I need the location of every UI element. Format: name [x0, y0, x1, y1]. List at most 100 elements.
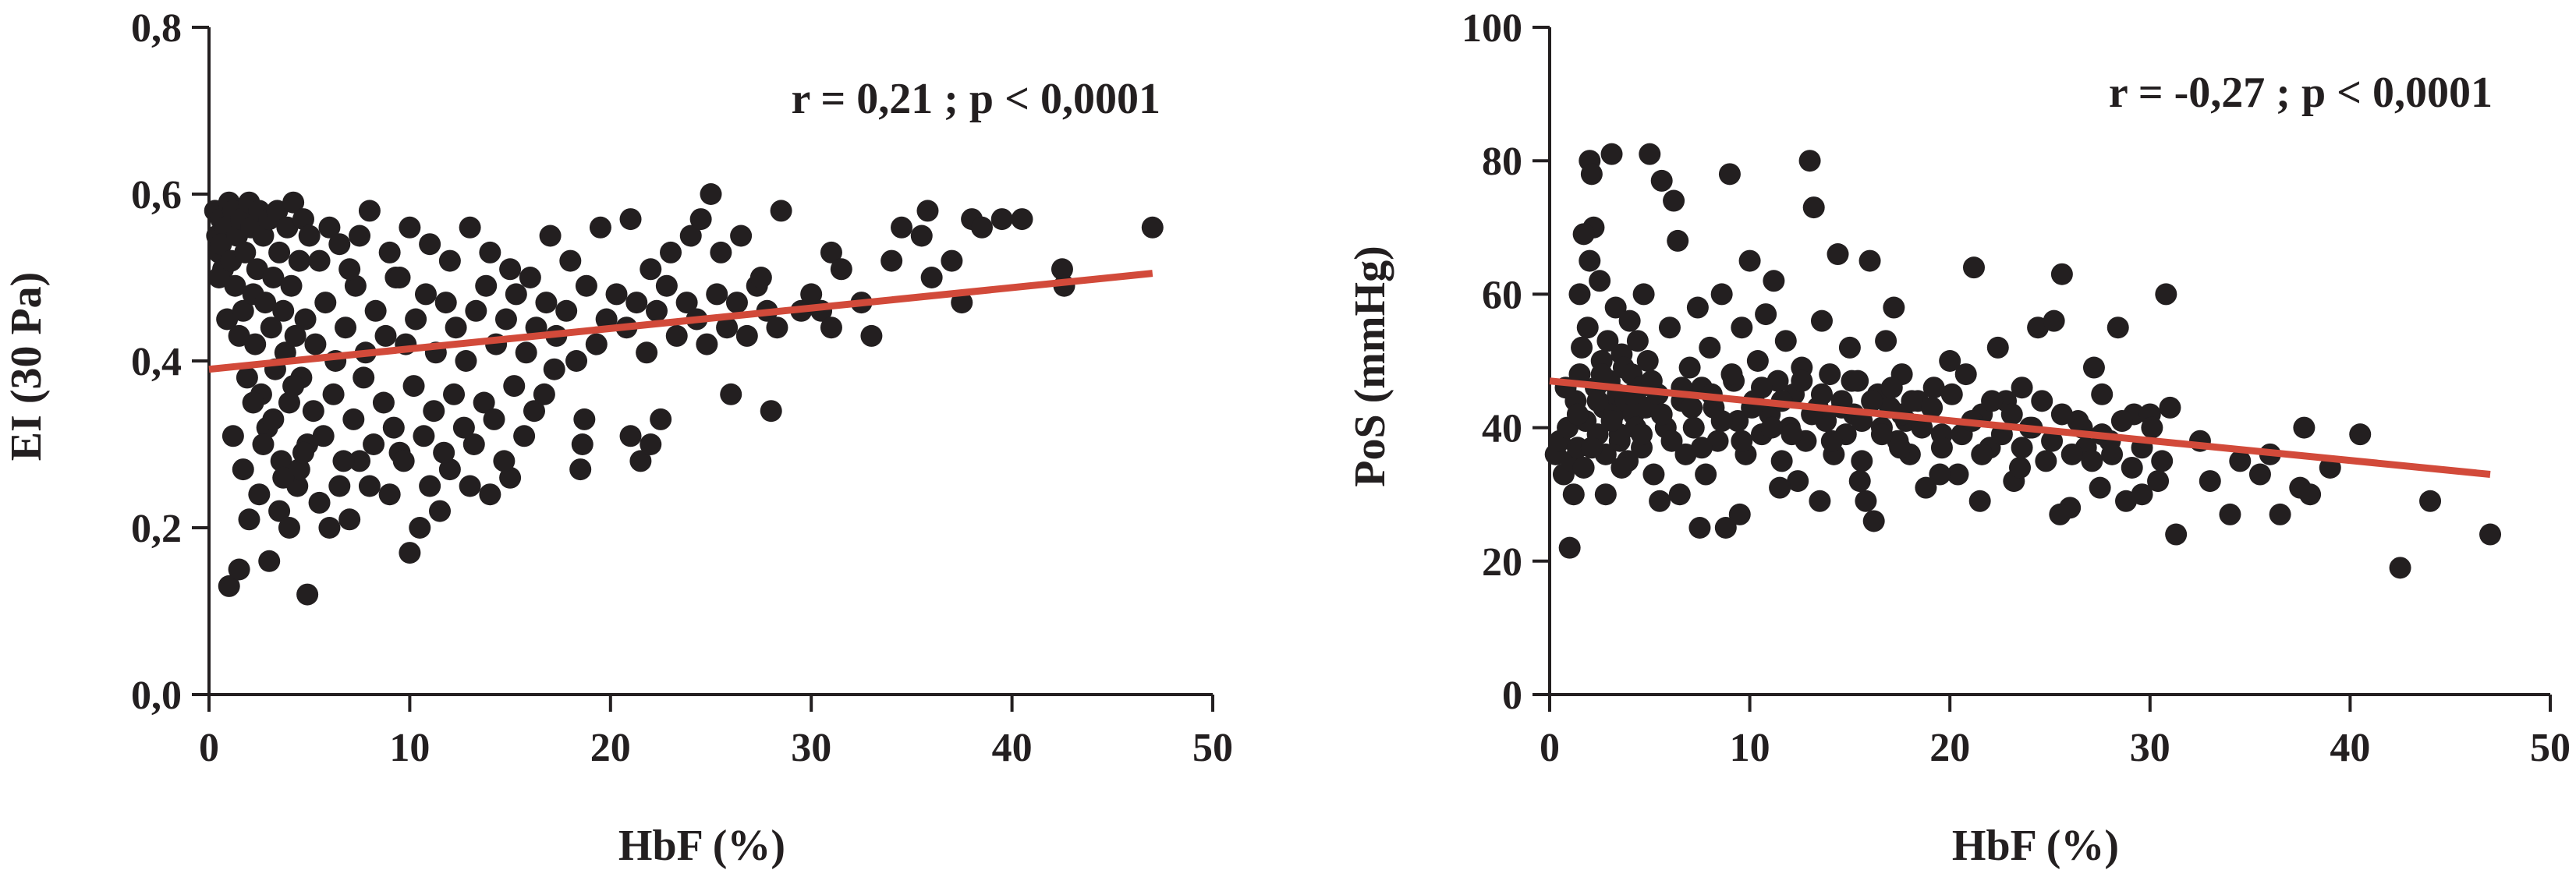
data-point [1558, 536, 1581, 559]
data-point [625, 292, 648, 314]
data-point [282, 375, 305, 398]
data-point [228, 324, 250, 347]
data-point [2031, 390, 2053, 412]
data-point [242, 391, 264, 414]
data-point [970, 216, 993, 239]
data-point [696, 333, 718, 355]
data-point [766, 316, 788, 339]
data-point [830, 258, 852, 281]
data-point [344, 274, 367, 297]
y-tick-label: 0,2 [131, 507, 182, 551]
data-point [1667, 229, 1689, 252]
data-point [891, 216, 913, 239]
data-point [433, 441, 455, 464]
x-tick-label: 30 [791, 726, 831, 770]
data-point [246, 258, 268, 281]
data-point [2009, 456, 2032, 479]
data-point [1580, 163, 1603, 186]
data-point [951, 292, 973, 314]
data-point [1650, 403, 1673, 426]
data-point [1562, 483, 1585, 506]
data-point [1663, 189, 1685, 212]
data-point [573, 408, 596, 430]
data-point [749, 267, 772, 288]
data-point [650, 408, 672, 430]
data-point [302, 400, 324, 423]
x-axis-title: HbF (%) [1952, 822, 2119, 870]
data-point [224, 274, 246, 297]
data-point [298, 225, 321, 247]
data-point [1580, 437, 1603, 459]
data-point [1750, 377, 1773, 399]
regression-line [1549, 377, 2491, 478]
data-point [660, 241, 682, 263]
data-point [1691, 437, 1713, 459]
data-point [1883, 296, 1905, 319]
data-point [1731, 316, 1753, 339]
data-point [288, 458, 310, 481]
data-point [218, 575, 240, 597]
data-point [405, 308, 427, 331]
x-tick-label: 40 [2330, 726, 2370, 770]
data-point [589, 216, 611, 239]
data-point [2293, 416, 2316, 439]
data-point [328, 475, 351, 497]
data-point [438, 249, 461, 272]
data-point [2141, 416, 2163, 439]
data-point [2107, 316, 2129, 339]
data-point [363, 433, 385, 455]
data-point [328, 233, 351, 256]
data-point [1848, 470, 1871, 493]
data-point [308, 249, 331, 272]
right-scatter-panel: r = -0,27 ; p < 0,0001 HbF (%) PoS (mmHg… [1346, 6, 2571, 870]
data-point [619, 425, 642, 447]
data-point [646, 299, 668, 322]
data-point [1727, 410, 1749, 433]
data-point [990, 208, 1013, 231]
data-point [414, 283, 437, 306]
data-point [1682, 416, 1705, 439]
data-point [1738, 249, 1761, 272]
data-point [1589, 270, 1611, 292]
x-tick-label: 20 [590, 726, 631, 770]
data-point [1971, 443, 1993, 465]
y-tick-label: 40 [1482, 407, 1522, 451]
data-point [2089, 476, 2111, 499]
data-point [392, 450, 415, 472]
data-point [2269, 503, 2291, 525]
data-point [1947, 463, 1969, 486]
data-point [2060, 443, 2083, 465]
data-point [1855, 490, 1877, 512]
data-point [2050, 263, 2073, 285]
data-point [2248, 463, 2271, 486]
data-point [358, 200, 381, 222]
data-point [210, 233, 232, 256]
data-point [296, 583, 319, 606]
data-point [629, 450, 652, 472]
data-point [399, 542, 421, 564]
data-point [1571, 336, 1593, 359]
data-point [304, 333, 327, 355]
data-point [260, 316, 282, 339]
y-tick-label: 0,4 [131, 340, 182, 384]
data-point [266, 200, 289, 222]
y-tick-label: 80 [1482, 140, 1522, 184]
data-point [716, 316, 739, 339]
data-point [1746, 350, 1769, 372]
data-point [1841, 370, 1863, 392]
data-point [1686, 296, 1709, 319]
data-point [1649, 490, 1671, 512]
data-point [640, 433, 662, 455]
data-point [585, 333, 608, 355]
data-point [2151, 450, 2174, 472]
data-point [342, 408, 365, 430]
data-point [2229, 450, 2252, 472]
data-point [1861, 390, 1883, 412]
data-point [282, 191, 305, 214]
data-point [483, 408, 505, 430]
data-point [207, 267, 230, 288]
data-point [706, 283, 728, 306]
data-point [494, 308, 517, 331]
data-point [388, 267, 411, 288]
data-point [2159, 396, 2181, 419]
